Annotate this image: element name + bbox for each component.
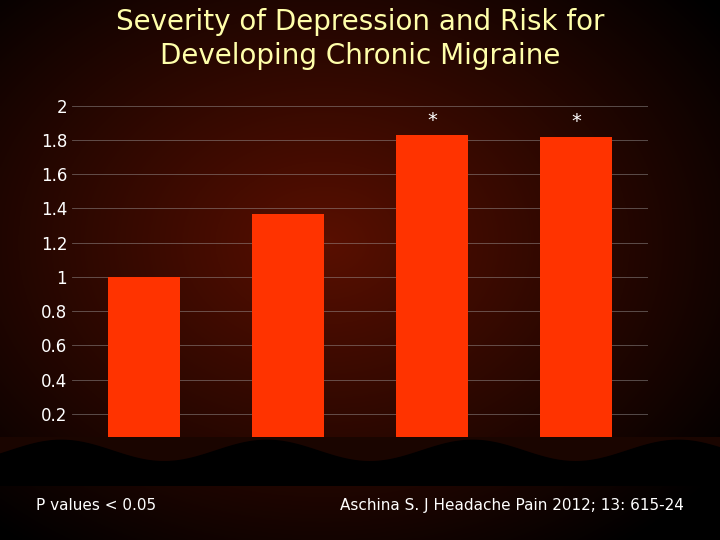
Text: Aschina S. J Headache Pain 2012; 13: 615-24: Aschina S. J Headache Pain 2012; 13: 615… (340, 498, 684, 513)
Text: *: * (571, 112, 581, 131)
Text: *: * (427, 111, 437, 130)
Bar (252, 214, 324, 448)
Bar (540, 137, 612, 448)
Text: Severity of Depression and Risk for
Developing Chronic Migraine: Severity of Depression and Risk for Deve… (116, 8, 604, 70)
Text: P values < 0.05: P values < 0.05 (36, 498, 156, 513)
Bar (396, 135, 468, 448)
Bar (108, 277, 180, 448)
